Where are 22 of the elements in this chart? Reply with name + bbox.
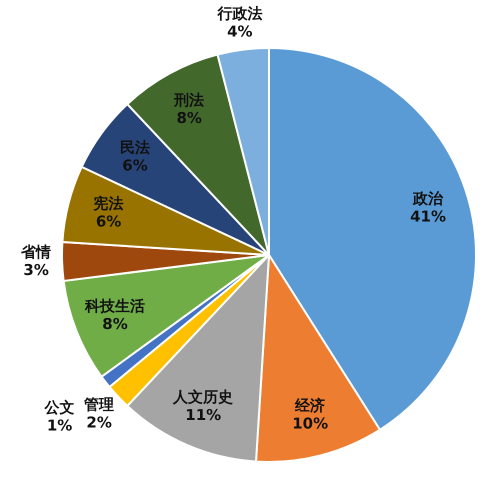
data-label: 10% bbox=[292, 414, 328, 432]
data-label: 6% bbox=[122, 156, 148, 175]
slice-label: 刑法 bbox=[173, 90, 204, 109]
slice-label: 管理 bbox=[83, 395, 114, 414]
data-label: 8% bbox=[102, 314, 128, 333]
data-label: 8% bbox=[176, 108, 202, 127]
slice-label: 人文历史 bbox=[172, 388, 234, 406]
data-label: 41% bbox=[410, 208, 446, 226]
slice-label: 科技生活 bbox=[84, 296, 146, 315]
data-label: 11% bbox=[185, 406, 222, 424]
data-label: 4% bbox=[227, 22, 253, 41]
data-label: 6% bbox=[96, 212, 122, 231]
data-label: 3% bbox=[23, 261, 49, 280]
slice-label: 宪法 bbox=[92, 194, 124, 213]
slice-label: 公文 bbox=[44, 398, 75, 416]
slice-label: 民法 bbox=[120, 138, 150, 157]
slice-label: 省情 bbox=[20, 243, 52, 262]
data-label: 2% bbox=[86, 413, 112, 432]
data-label: 1% bbox=[46, 416, 72, 434]
slice-label: 政治 bbox=[412, 190, 444, 208]
slice-label: 经济 bbox=[294, 396, 326, 414]
slice-label: 行政法 bbox=[216, 4, 262, 23]
